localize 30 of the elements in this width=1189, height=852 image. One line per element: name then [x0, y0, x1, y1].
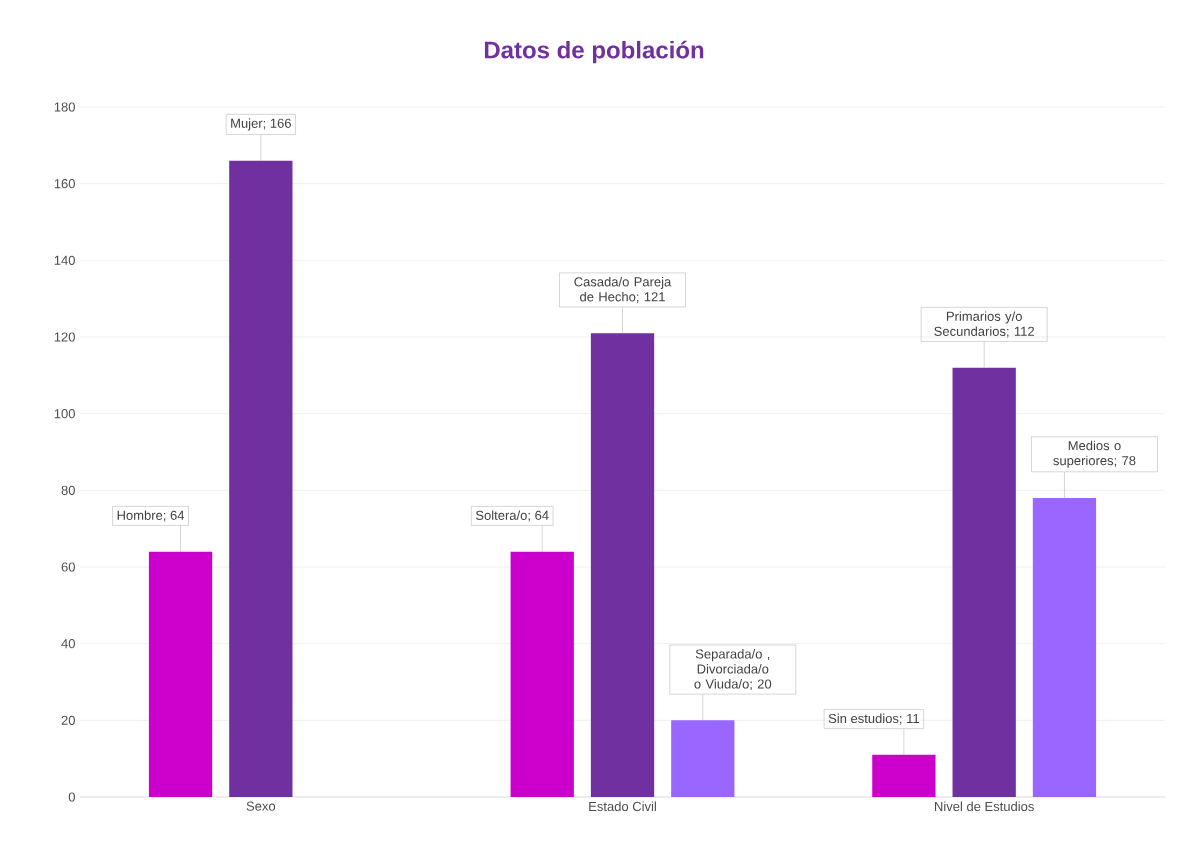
y-tick-label: 180 — [54, 102, 75, 112]
bar — [590, 333, 655, 797]
y-tick-label: 0 — [68, 792, 75, 802]
data-label: Primarios y/o Secundarios; 112 — [934, 311, 1034, 338]
bar — [229, 160, 293, 797]
x-tick-label: Sexo — [246, 801, 276, 811]
y-tick-label: 40 — [61, 639, 75, 649]
y-tick-label: 120 — [54, 332, 75, 342]
data-label: Hombre; 64 — [117, 510, 185, 522]
bar — [1032, 498, 1097, 797]
y-tick-label: 100 — [54, 409, 75, 419]
y-tick-label: 60 — [61, 562, 75, 572]
bar — [671, 720, 735, 797]
y-tick-label: 140 — [54, 255, 75, 265]
y-tick-label: 80 — [61, 485, 75, 495]
data-label: Mujer; 166 — [231, 118, 291, 131]
data-label: Casada/o Pareja de Hecho; 121 — [574, 276, 672, 303]
y-tick-label: 20 — [61, 715, 75, 725]
data-label: Sin estudios; 11 — [828, 713, 920, 725]
chart-title: Datos de población — [484, 40, 704, 64]
x-tick-label: Estado Civil — [589, 801, 656, 812]
x-tick-label: Nivel de Estudios — [935, 801, 1034, 812]
data-label: Separada/o , Divorciada/o o Viuda/o; 20 — [694, 649, 772, 691]
bar — [148, 551, 213, 797]
y-tick-label: 160 — [54, 179, 75, 189]
bar — [952, 367, 1016, 797]
data-label: Medios o superiores; 78 — [1053, 440, 1136, 468]
bar — [872, 754, 936, 797]
data-label: Soltera/o; 64 — [475, 510, 549, 522]
bar — [510, 551, 574, 797]
